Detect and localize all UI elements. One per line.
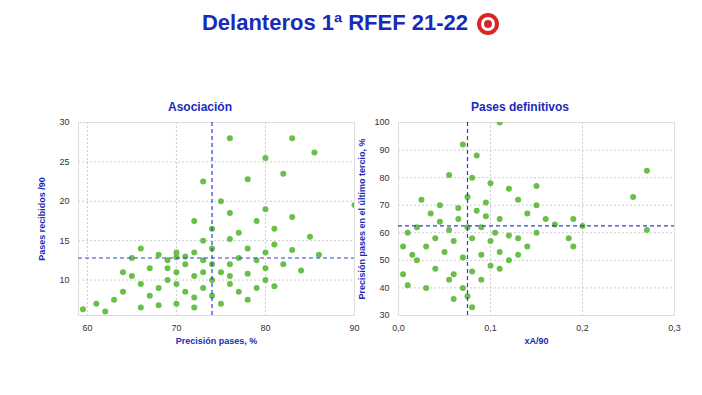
svg-text:40: 40 bbox=[379, 283, 389, 293]
svg-text:70: 70 bbox=[171, 323, 181, 333]
svg-text:0,3: 0,3 bbox=[668, 323, 681, 333]
svg-text:90: 90 bbox=[379, 145, 389, 155]
svg-text:60: 60 bbox=[379, 228, 389, 238]
svg-text:30: 30 bbox=[379, 310, 389, 320]
svg-text:15: 15 bbox=[59, 236, 69, 246]
svg-text:70: 70 bbox=[379, 200, 389, 210]
html-text:Delanteros 1ª RFEF 21-22: Delanteros 1ª RFEF 21-22 bbox=[201, 10, 469, 35]
html-text:Pases definitivos: Pases definitivos bbox=[471, 100, 569, 114]
svg-text:Pases recibidos /90: Pases recibidos /90 bbox=[37, 177, 47, 261]
svg-text:20: 20 bbox=[59, 196, 69, 206]
svg-text:0,0: 0,0 bbox=[392, 323, 405, 333]
svg-text:100: 100 bbox=[374, 117, 389, 127]
svg-text:0,1: 0,1 bbox=[484, 323, 497, 333]
svg-text:90: 90 bbox=[349, 323, 359, 333]
svg-text:80: 80 bbox=[260, 323, 270, 333]
svg-text:80: 80 bbox=[379, 173, 389, 183]
svg-text:Precisión pases en el último t: Precisión pases en el último tercio, % bbox=[357, 138, 367, 299]
svg-text:xA/90: xA/90 bbox=[524, 336, 548, 346]
svg-text:30: 30 bbox=[59, 117, 69, 127]
svg-text:Precisión pases, %: Precisión pases, % bbox=[176, 336, 258, 346]
svg-text:0,2: 0,2 bbox=[576, 323, 589, 333]
svg-text:10: 10 bbox=[59, 275, 69, 285]
html-text:Asociación: Asociación bbox=[168, 100, 232, 114]
svg-text:50: 50 bbox=[379, 255, 389, 265]
svg-text:60: 60 bbox=[82, 323, 92, 333]
svg-text:25: 25 bbox=[59, 157, 69, 167]
